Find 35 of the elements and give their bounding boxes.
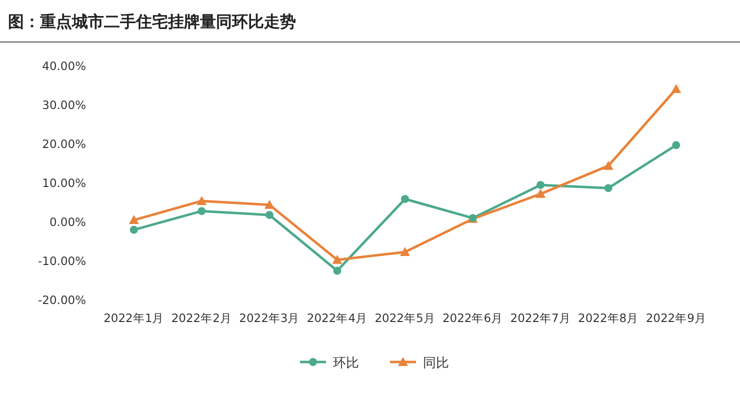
y-tick-label: -20.00% xyxy=(38,293,86,307)
point xyxy=(196,196,207,205)
point xyxy=(536,188,546,198)
point xyxy=(128,215,139,224)
x-tick-label: 2022年2月 xyxy=(171,311,232,325)
point xyxy=(333,266,342,275)
point xyxy=(198,207,206,216)
point xyxy=(672,141,680,150)
point xyxy=(400,247,410,256)
point xyxy=(265,210,274,219)
x-tick-label: 2022年8月 xyxy=(578,311,639,325)
x-tick-label: 2022年7月 xyxy=(510,311,571,325)
point xyxy=(130,226,138,234)
point xyxy=(604,184,612,192)
y-tick-label: 10.00% xyxy=(42,176,86,190)
point xyxy=(536,180,545,189)
x-tick-label: 2022年5月 xyxy=(374,311,436,325)
point xyxy=(671,84,682,94)
point xyxy=(264,200,274,209)
x-tick-label: 2022年3月 xyxy=(239,311,300,325)
legend-label: 同比 xyxy=(423,356,449,371)
y-tick-label: -10.00% xyxy=(38,254,86,268)
x-tick-label: 2022年1月 xyxy=(104,311,164,325)
legend-label: 环比 xyxy=(333,356,359,371)
point xyxy=(401,194,409,203)
y-tick-label: 30.00% xyxy=(42,98,86,112)
chart-title: 图：重点城市二手住宅挂牌量同环比走势 xyxy=(8,12,296,31)
y-tick-label: 40.00% xyxy=(42,59,86,73)
x-tick-label: 2022年9月 xyxy=(646,311,706,325)
point xyxy=(603,160,614,170)
x-tick-label: 2022年4月 xyxy=(306,311,368,325)
y-tick-label: 0.00% xyxy=(49,215,86,229)
point xyxy=(332,254,342,264)
y-tick-label: 20.00% xyxy=(42,137,86,151)
x-tick-label: 2022年6月 xyxy=(442,311,504,325)
